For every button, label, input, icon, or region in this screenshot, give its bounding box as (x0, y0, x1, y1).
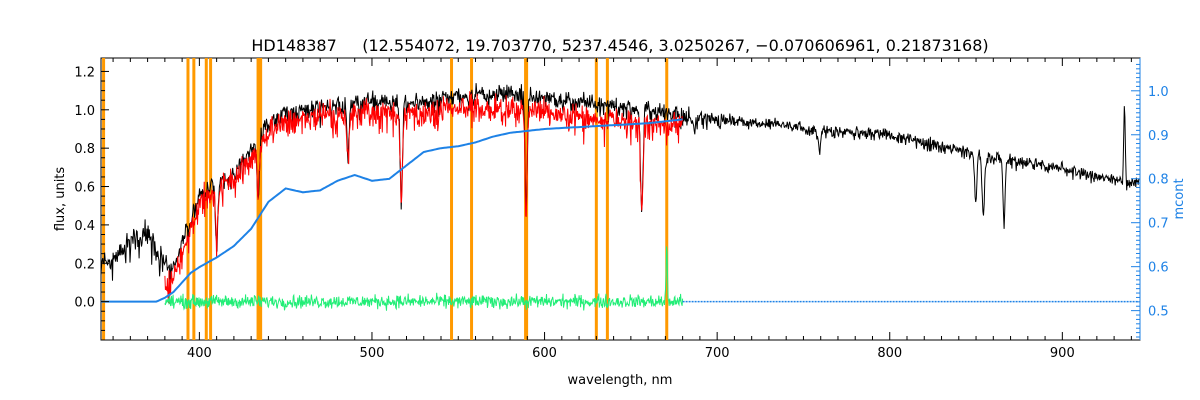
y-axis-label: flux, units (53, 167, 68, 232)
residual-line (164, 246, 684, 311)
x-tick-label: 600 (532, 346, 557, 361)
chart-title: HD148387 (12.554072, 19.703770, 5237.454… (251, 36, 988, 55)
y-axis-ticks: 0.0 0.2 0.4 0.6 0.8 1.0 1.2 (74, 65, 109, 341)
x-tick-label: 400 (187, 346, 212, 361)
y-tick-label: 0.8 (74, 142, 95, 157)
y-tick-label: 0.6 (74, 181, 95, 196)
observed-spectrum-line (100, 83, 1140, 281)
y-tick-label: 0.2 (74, 257, 95, 272)
y2-tick-label: 0.9 (1148, 129, 1169, 144)
x-tick-label: 900 (1050, 346, 1075, 361)
continuum-line (101, 118, 683, 303)
y-tick-label: 0.0 (74, 296, 95, 311)
y2-tick-label: 1.0 (1148, 85, 1169, 100)
x-tick-label: 700 (705, 346, 730, 361)
y-tick-label: 1.0 (74, 104, 95, 119)
y-tick-label: 0.4 (74, 219, 95, 234)
x-axis-ticks: 400 500 600 700 800 900 (112, 58, 1132, 361)
series-layer (100, 83, 1140, 311)
y2-axis-label: mcont (1172, 178, 1187, 219)
y2-tick-label: 0.5 (1148, 305, 1169, 320)
plot-area: 400 500 600 700 800 900 0.0 0.2 0.4 0.6 0.8 1.0 1.2… (74, 57, 1169, 361)
x-axis-label: wavelength, nm (568, 373, 673, 388)
y-tick-label: 1.2 (74, 65, 95, 80)
marker-lines (102, 58, 669, 340)
y2-tick-label: 0.6 (1148, 261, 1169, 276)
y2-axis: 0.5 0.6 0.7 0.8 0.9 1.0 (1131, 58, 1169, 340)
y2-tick-label: 0.7 (1148, 217, 1169, 232)
x-tick-label: 500 (360, 346, 385, 361)
y2-tick-label: 0.8 (1148, 173, 1169, 188)
x-tick-label: 800 (877, 346, 902, 361)
model-spectrum-line (164, 91, 684, 304)
